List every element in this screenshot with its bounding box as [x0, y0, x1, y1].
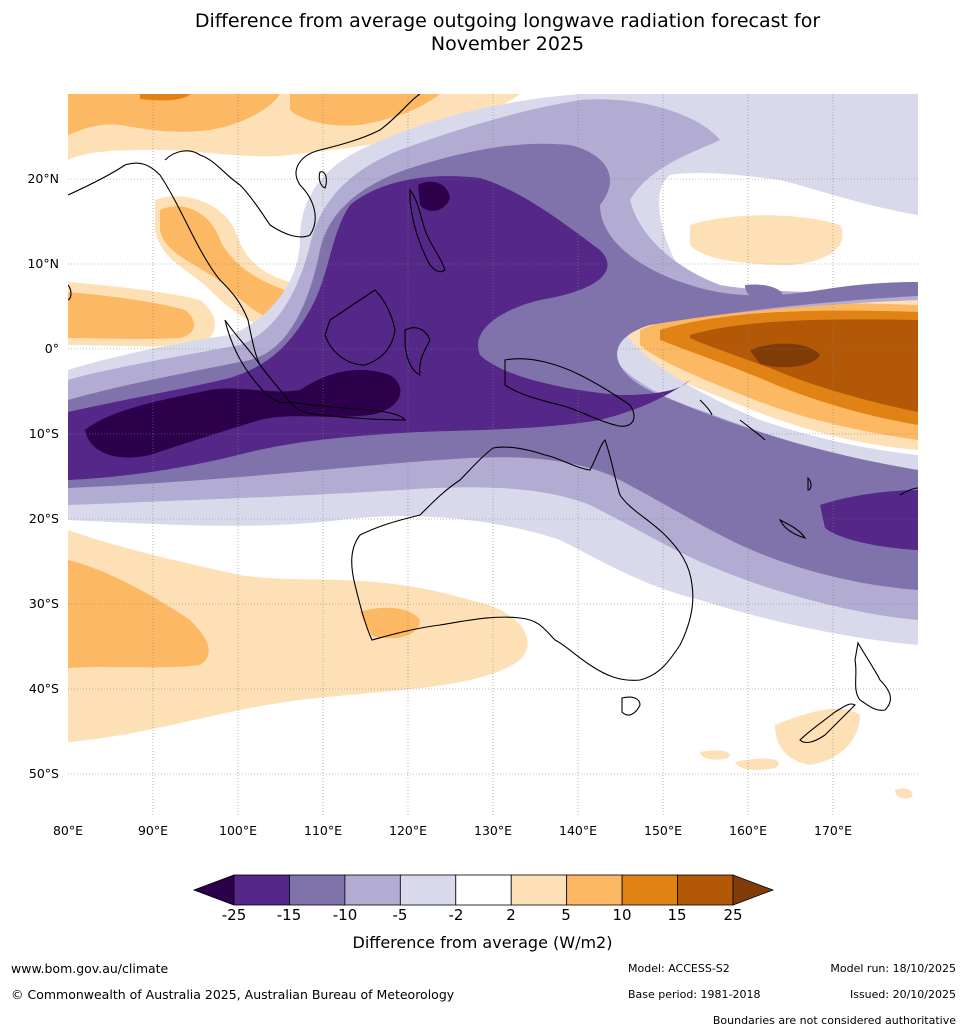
new-guinea-coastline	[504, 358, 635, 427]
lon-label-150e: 150°E	[643, 823, 683, 838]
positive-anomaly-region	[775, 708, 860, 765]
footer-issued: Issued: 20/10/2025	[849, 988, 956, 1001]
lon-label-170e: 170°E	[813, 823, 853, 838]
colorbar	[192, 874, 775, 906]
sri-lanka-coastline	[68, 284, 72, 301]
positive-anomaly-region	[750, 343, 820, 368]
lat-label-0: 0°	[44, 341, 59, 356]
asia-coastline	[68, 94, 421, 366]
lon-label-160e: 160°E	[728, 823, 768, 838]
philippines-coastline	[409, 188, 446, 273]
lon-label-130e: 130°E	[473, 823, 513, 838]
colorbar-extend-min	[192, 874, 235, 906]
cb-tick: -25	[221, 906, 247, 924]
footer-url[interactable]: www.bom.gov.au/climate	[11, 961, 169, 976]
forecast-map	[68, 94, 918, 816]
taiwan-coastline	[318, 171, 327, 189]
title-line-1: Difference from average outgoing longwav…	[194, 10, 821, 32]
graticule	[68, 94, 918, 816]
cb-tick: 5	[561, 906, 571, 924]
cb-tick: 2	[506, 906, 516, 924]
cb-tick: -5	[392, 906, 408, 924]
new-zealand-coastline	[799, 641, 891, 744]
positive-anomaly-region	[160, 206, 308, 325]
pacific-islands-coastline	[699, 399, 918, 539]
title-line-2: November 2025	[430, 33, 585, 55]
cb-tick: -10	[332, 906, 358, 924]
lon-label-110e: 110°E	[303, 823, 343, 838]
positive-anomaly-region	[690, 319, 918, 412]
lon-label-140e: 140°E	[558, 823, 598, 838]
lat-label-50s: 50°S	[28, 766, 59, 781]
negative-anomaly-region	[820, 490, 918, 550]
lon-label-120e: 120°E	[388, 823, 428, 838]
lon-label-80e: 80°E	[52, 823, 84, 838]
lat-label-10n: 10°N	[27, 256, 59, 271]
colorbar-segment	[566, 874, 623, 906]
positive-anomaly-region	[68, 560, 209, 668]
negative-anomaly-region	[85, 370, 401, 458]
java-coastline	[288, 401, 406, 421]
coastlines	[68, 94, 918, 744]
colorbar-segment	[399, 874, 457, 906]
map-title: Difference from average outgoing longwav…	[0, 10, 965, 56]
cb-tick: -15	[276, 906, 302, 924]
positive-anomaly-region	[140, 94, 190, 101]
colorbar-segment	[233, 874, 290, 906]
positive-anomaly-region	[700, 750, 913, 799]
colorbar-extend-max	[732, 874, 775, 906]
colorbar-segment	[677, 874, 734, 906]
cb-tick: 15	[667, 906, 687, 924]
cb-tick: 25	[723, 906, 743, 924]
cb-tick: -2	[448, 906, 464, 924]
footer-model-run: Model run: 18/10/2025	[830, 962, 956, 975]
positive-anomaly-region	[360, 607, 420, 639]
tasmania-coastline	[621, 696, 641, 716]
lat-label-40s: 40°S	[28, 681, 59, 696]
lat-label-10s: 10°S	[28, 426, 59, 441]
footer-base-period: Base period: 1981-2018	[628, 988, 761, 1001]
positive-anomaly-region	[68, 292, 195, 339]
negative-anomaly-region	[418, 181, 450, 211]
footer-model: Model: ACCESS-S2	[628, 962, 730, 975]
sulawesi-coastline	[404, 327, 431, 376]
colorbar-segment	[289, 874, 346, 906]
colorbar-label: Difference from average (W/m2)	[352, 933, 613, 952]
positive-anomaly-region	[290, 94, 440, 126]
positive-anomaly-region	[68, 94, 280, 135]
lon-label-90e: 90°E	[137, 823, 169, 838]
lat-label-30s: 30°S	[28, 596, 59, 611]
colorbar-segment	[510, 874, 568, 906]
australia-coastline	[351, 438, 694, 681]
colorbar-segment	[344, 874, 401, 906]
lat-label-20n: 20°N	[27, 171, 59, 186]
colorbar-segment	[621, 874, 678, 906]
cb-tick: 10	[612, 906, 632, 924]
borneo-coastline	[324, 289, 396, 366]
lat-label-20s: 20°S	[28, 511, 59, 526]
footer-disclaimer: Boundaries are not considered authoritat…	[712, 1014, 956, 1027]
lon-label-100e: 100°E	[218, 823, 258, 838]
positive-anomaly-region	[690, 215, 843, 265]
colorbar-segment	[455, 874, 512, 906]
footer-copyright: © Commonwealth of Australia 2025, Austra…	[11, 987, 455, 1002]
